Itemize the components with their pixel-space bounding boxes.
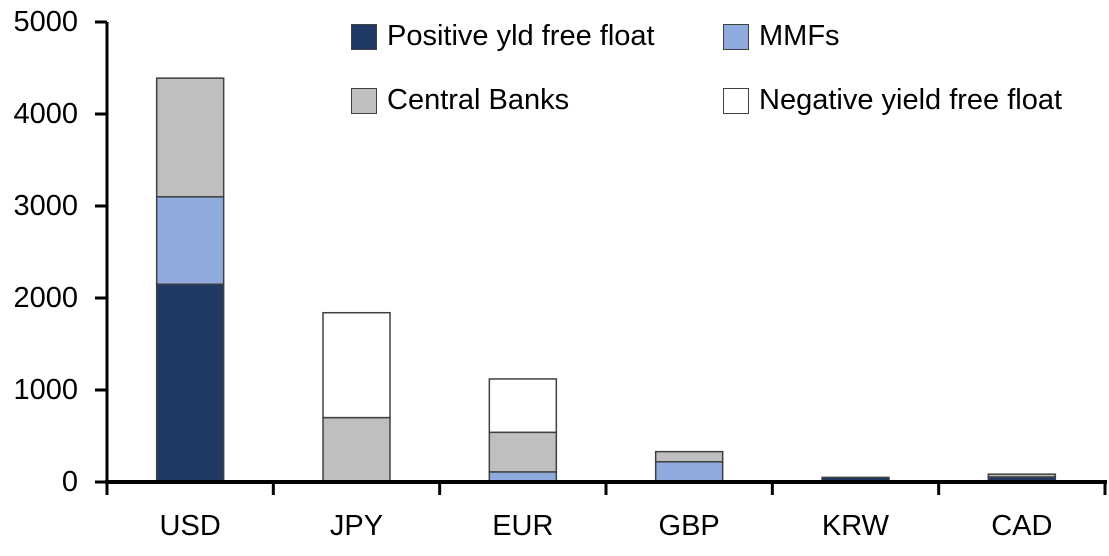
legend-label: Positive yld free float — [387, 20, 655, 52]
legend-swatch-central-banks — [351, 87, 377, 114]
bar-segment — [654, 450, 724, 463]
y-axis-tick-label: 5000 — [13, 6, 78, 38]
bar-segment — [322, 311, 391, 419]
y-axis-tick-label: 2000 — [13, 282, 78, 314]
legend-item-negative-yield-free-float: Negative yield free float — [723, 86, 1062, 115]
x-axis-category-label: KRW — [822, 510, 890, 542]
x-axis-category-label: USD — [160, 510, 221, 542]
bar-segment — [155, 196, 225, 285]
y-axis-tick-label: 3000 — [13, 190, 78, 222]
bar-segment — [987, 473, 1057, 478]
legend-label: Negative yield free float — [759, 84, 1063, 116]
legend-swatch-mmfs — [723, 23, 749, 50]
x-axis-category-label: CAD — [991, 510, 1052, 542]
legend-item-mmfs: MMFs — [723, 22, 840, 51]
legend-swatch-negative-yield-free-float — [723, 87, 749, 114]
legend-item-central-banks: Central Banks — [351, 86, 569, 115]
y-axis-tick-label: 0 — [62, 466, 78, 498]
bar-segment — [155, 77, 225, 198]
bar-segment — [654, 461, 724, 483]
legend-item-positive-yld-free-float: Positive yld free float — [351, 22, 655, 51]
legend-swatch-positive-yld-free-float — [351, 23, 377, 50]
bar-segment — [155, 283, 225, 483]
y-axis-tick-label: 4000 — [13, 98, 78, 130]
x-axis-category-label: GBP — [659, 510, 720, 542]
bar-segment — [488, 431, 558, 473]
y-axis-tick-label: 1000 — [13, 374, 78, 406]
bar-segment — [488, 378, 558, 434]
legend-label: MMFs — [759, 20, 840, 52]
bar-segment — [322, 416, 391, 483]
x-axis-category-label: EUR — [492, 510, 553, 542]
legend-label: Central Banks — [387, 84, 570, 116]
x-axis-category-label: JPY — [330, 510, 383, 542]
